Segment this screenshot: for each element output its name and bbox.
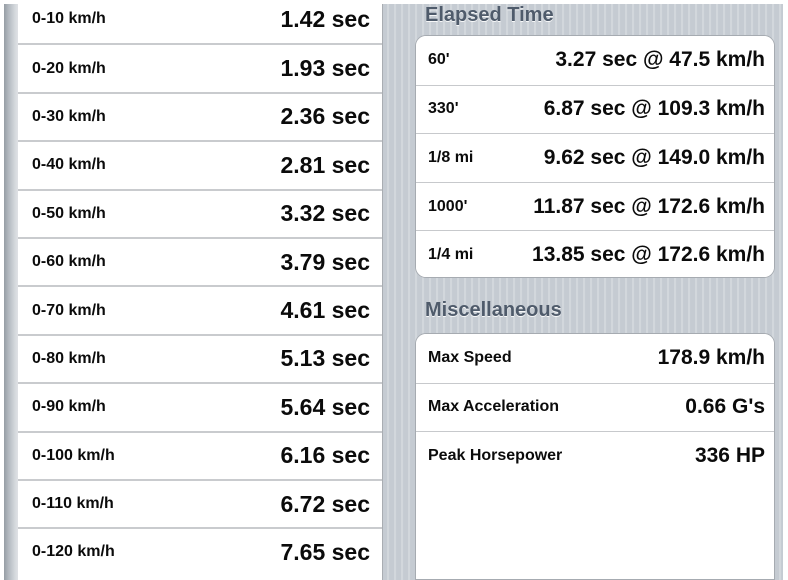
speed-range-label: 0-120 km/h — [32, 543, 115, 561]
metric-label: Max Acceleration — [428, 398, 560, 416]
left-edge-scroll-strip — [4, 4, 18, 580]
time-value: 5.13 sec — [280, 345, 370, 372]
time-value: 1.93 sec — [280, 55, 370, 82]
acceleration-row: 0-120 km/h 7.65 sec — [18, 527, 382, 576]
elapsed-value: 11.87 sec @ 172.6 km/h — [533, 194, 765, 218]
speed-range-label: 0-20 km/h — [32, 59, 106, 77]
time-value: 2.36 sec — [280, 103, 370, 130]
speed-range-label: 0-10 km/h — [32, 10, 106, 28]
time-value: 3.32 sec — [280, 200, 370, 227]
speed-range-label: 0-50 km/h — [32, 204, 106, 222]
acceleration-list[interactable]: 0-10 km/h 1.42 sec 0-20 km/h 1.93 sec 0-… — [18, 4, 383, 580]
miscellaneous-row: Max Speed 178.9 km/h — [416, 334, 774, 383]
time-value: 6.16 sec — [280, 442, 370, 469]
distance-label: 1000' — [428, 197, 468, 215]
acceleration-row: 0-90 km/h 5.64 sec — [18, 382, 382, 431]
speed-range-label: 0-80 km/h — [32, 349, 106, 367]
acceleration-row: 0-20 km/h 1.93 sec — [18, 43, 382, 92]
elapsed-time-header: Elapsed Time — [425, 4, 554, 26]
speed-range-label: 0-30 km/h — [32, 107, 106, 125]
acceleration-row: 0-100 km/h 6.16 sec — [18, 430, 382, 479]
elapsed-time-card: 60' 3.27 sec @ 47.5 km/h 330' 6.87 sec @… — [415, 35, 775, 278]
miscellaneous-header: Miscellaneous — [425, 299, 562, 321]
acceleration-row: 0-40 km/h 2.81 sec — [18, 140, 382, 189]
results-panel[interactable]: Elapsed Time 60' 3.27 sec @ 47.5 km/h 33… — [383, 4, 783, 580]
metric-value: 0.66 G's — [685, 395, 765, 419]
time-value: 3.79 sec — [280, 248, 370, 275]
time-value: 2.81 sec — [280, 151, 370, 178]
acceleration-row: 0-10 km/h 1.42 sec — [18, 4, 382, 44]
acceleration-row: 0-70 km/h 4.61 sec — [18, 285, 382, 334]
elapsed-time-row: 60' 3.27 sec @ 47.5 km/h — [416, 36, 774, 85]
time-value: 5.64 sec — [280, 393, 370, 420]
speed-range-label: 0-70 km/h — [32, 301, 106, 319]
speed-range-label: 0-90 km/h — [32, 398, 106, 416]
time-value: 1.42 sec — [280, 5, 370, 32]
miscellaneous-row: Max Acceleration 0.66 G's — [416, 382, 774, 432]
elapsed-time-row: 330' 6.87 sec @ 109.3 km/h — [416, 84, 774, 134]
elapsed-value: 9.62 sec @ 149.0 km/h — [543, 145, 765, 169]
miscellaneous-row: Peak Horsepower 336 HP — [416, 431, 774, 480]
acceleration-row: 0-30 km/h 2.36 sec — [18, 91, 382, 141]
distance-label: 1/8 mi — [428, 148, 474, 166]
distance-label: 60' — [428, 51, 450, 69]
time-value: 6.72 sec — [280, 490, 370, 517]
acceleration-row-partial — [18, 575, 382, 580]
acceleration-row: 0-110 km/h 6.72 sec — [18, 478, 382, 528]
metric-value: 178.9 km/h — [657, 346, 765, 370]
metric-label: Peak Horsepower — [428, 446, 563, 464]
speed-range-label: 0-60 km/h — [32, 253, 106, 271]
elapsed-value: 3.27 sec @ 47.5 km/h — [555, 48, 765, 72]
speed-range-label: 0-110 km/h — [32, 495, 114, 513]
distance-label: 1/4 mi — [428, 246, 474, 264]
elapsed-time-row: 1/4 mi 13.85 sec @ 172.6 km/h — [416, 230, 774, 277]
elapsed-time-row: 1/8 mi 9.62 sec @ 149.0 km/h — [416, 133, 774, 182]
metric-label: Max Speed — [428, 349, 512, 367]
acceleration-row: 0-60 km/h 3.79 sec — [18, 236, 382, 286]
elapsed-value: 6.87 sec @ 109.3 km/h — [543, 97, 765, 121]
metric-value: 336 HP — [694, 443, 765, 467]
elapsed-value: 13.85 sec @ 172.6 km/h — [532, 243, 765, 267]
speed-range-label: 0-100 km/h — [32, 446, 115, 464]
time-value: 4.61 sec — [280, 297, 370, 324]
acceleration-row: 0-50 km/h 3.32 sec — [18, 188, 382, 237]
acceleration-panel[interactable]: 0-10 km/h 1.42 sec 0-20 km/h 1.93 sec 0-… — [4, 4, 383, 580]
miscellaneous-card: Max Speed 178.9 km/h Max Acceleration 0.… — [415, 333, 775, 580]
elapsed-time-row: 1000' 11.87 sec @ 172.6 km/h — [416, 181, 774, 231]
time-value: 7.65 sec — [280, 538, 370, 565]
acceleration-row: 0-80 km/h 5.13 sec — [18, 333, 382, 383]
distance-label: 330' — [428, 100, 459, 118]
speed-range-label: 0-40 km/h — [32, 156, 106, 174]
